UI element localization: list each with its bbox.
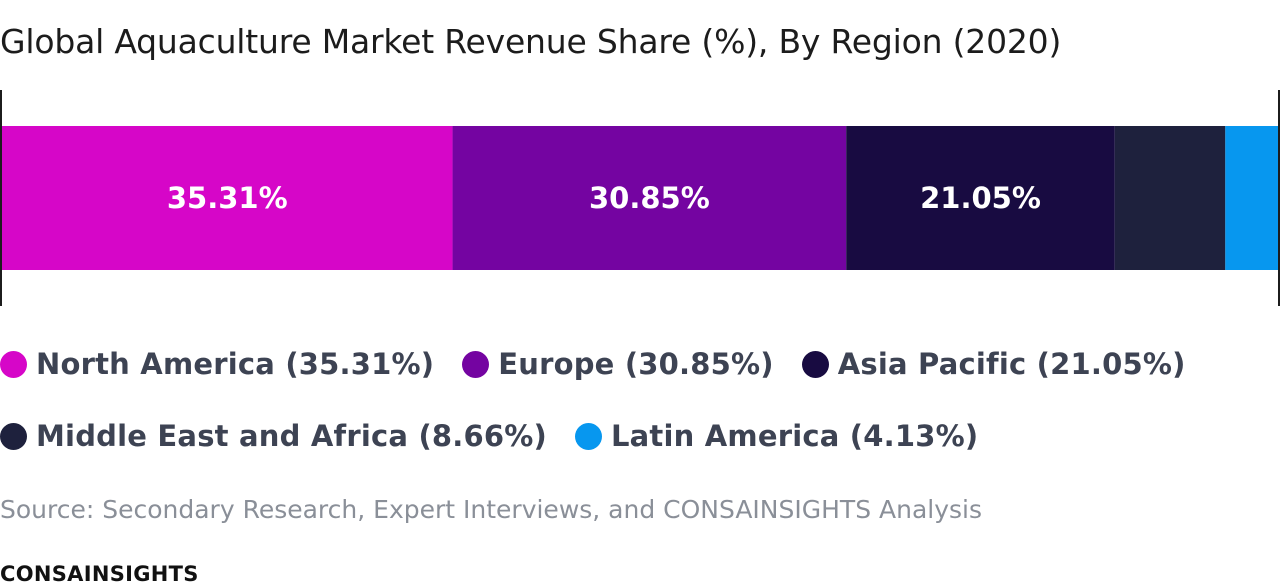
chart-title: Global Aquaculture Market Revenue Share … bbox=[0, 22, 1062, 61]
right-axis-line bbox=[1278, 90, 1280, 306]
left-axis-line bbox=[0, 90, 2, 306]
brand-logo-text: CONSAINSIGHTS bbox=[0, 562, 199, 584]
legend-dot-north-america bbox=[0, 350, 27, 378]
data-label-europe: 30.85% bbox=[589, 181, 710, 215]
legend-row-1: North America (35.31%) Europe (30.85%) A… bbox=[0, 347, 1214, 381]
legend-dot-asia-pacific bbox=[801, 350, 829, 378]
legend-label-latin-america: Latin America (4.13%) bbox=[610, 419, 979, 453]
legend-dot-latin-america bbox=[574, 422, 602, 450]
legend-label-north-america: North America (35.31%) bbox=[36, 347, 435, 381]
bar-segment-asia-pacific[interactable] bbox=[846, 126, 1115, 270]
source-note: Source: Secondary Research, Expert Inter… bbox=[0, 495, 983, 524]
bar-segment-north-america[interactable] bbox=[2, 126, 453, 270]
bar-segment-middle-east-africa[interactable] bbox=[1114, 126, 1226, 270]
legend-dot-middle-east-africa bbox=[0, 422, 27, 450]
legend-label-middle-east-africa: Middle East and Africa (8.66%) bbox=[36, 419, 547, 453]
data-label-asia-pacific: 21.05% bbox=[920, 181, 1041, 215]
legend-label-asia-pacific: Asia Pacific (21.05%) bbox=[837, 347, 1186, 381]
legend-item-north-america[interactable]: North America (35.31%) bbox=[0, 347, 434, 381]
bar-segment-latin-america[interactable] bbox=[1225, 126, 1278, 270]
legend-label-europe: Europe (30.85%) bbox=[498, 347, 774, 381]
legend-row-2: Middle East and Africa (8.66%) Latin Ame… bbox=[0, 419, 1006, 453]
stacked-bar-chart: 35.31% 30.85% 21.05% bbox=[2, 126, 1278, 270]
legend-dot-europe bbox=[462, 350, 490, 378]
data-label-north-america: 35.31% bbox=[167, 181, 288, 215]
legend-item-asia-pacific[interactable]: Asia Pacific (21.05%) bbox=[801, 347, 1186, 381]
legend-item-middle-east-africa[interactable]: Middle East and Africa (8.66%) bbox=[0, 419, 547, 453]
legend-item-europe[interactable]: Europe (30.85%) bbox=[462, 347, 774, 381]
legend-item-latin-america[interactable]: Latin America (4.13%) bbox=[574, 419, 979, 453]
bar-segment-europe[interactable] bbox=[452, 126, 847, 270]
